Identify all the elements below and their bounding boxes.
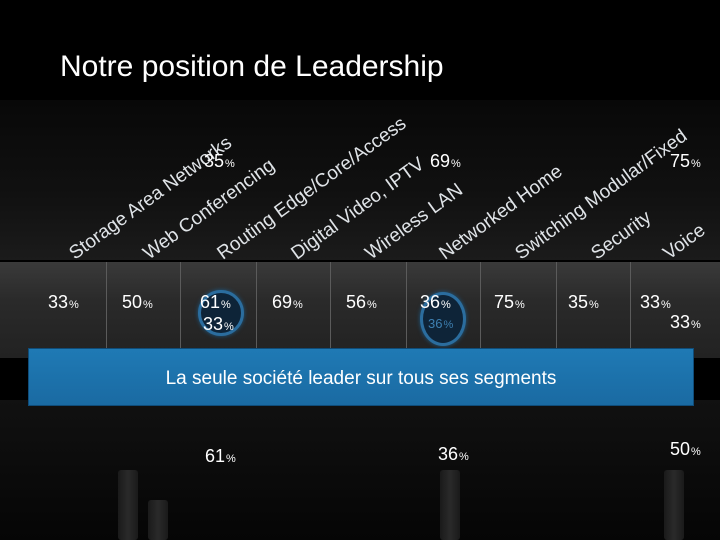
banner-text: La seule société leader sur tous ses seg… (165, 368, 557, 389)
slide-title: Notre position de Leadership (60, 50, 444, 83)
top-percent: 69% (430, 151, 461, 171)
column-divider (180, 262, 181, 358)
top-percent: 35% (204, 151, 235, 171)
segment-percent: 36% (420, 292, 451, 312)
bottom-percent: 36% (438, 444, 469, 464)
bottom-percent: 61% (205, 446, 236, 466)
segment-percent: 56% (346, 292, 377, 312)
segment-percent: 50% (122, 292, 153, 312)
column-divider (330, 262, 331, 358)
segment-percent: 75% (494, 292, 525, 312)
column-divider (556, 262, 557, 358)
segment-percent: 33% (640, 292, 671, 312)
decorative-bar (664, 470, 684, 540)
top-panel (0, 100, 720, 260)
top-percent: 75% (670, 151, 701, 171)
decorative-bar (148, 500, 168, 540)
banner: La seule société leader sur tous ses seg… (28, 348, 694, 406)
overlap-percent: 33% (203, 314, 234, 334)
values-band (0, 262, 720, 358)
highlight-ring (198, 290, 244, 336)
segment-percent: 61% (200, 292, 231, 312)
segment-percent: 35% (568, 292, 599, 312)
overlap-percent: 36% (428, 316, 454, 331)
column-divider (406, 262, 407, 358)
highlight-ring (420, 292, 466, 346)
segment-percent: 33% (48, 292, 79, 312)
lower-panel (0, 400, 720, 540)
decorative-bar (440, 470, 460, 540)
column-divider (106, 262, 107, 358)
bottom-percent: 50% (670, 439, 701, 459)
overlap-percent: 33% (670, 312, 701, 332)
decorative-bar (118, 470, 138, 540)
column-divider (630, 262, 631, 358)
segment-percent: 69% (272, 292, 303, 312)
column-divider (480, 262, 481, 358)
column-divider (256, 262, 257, 358)
